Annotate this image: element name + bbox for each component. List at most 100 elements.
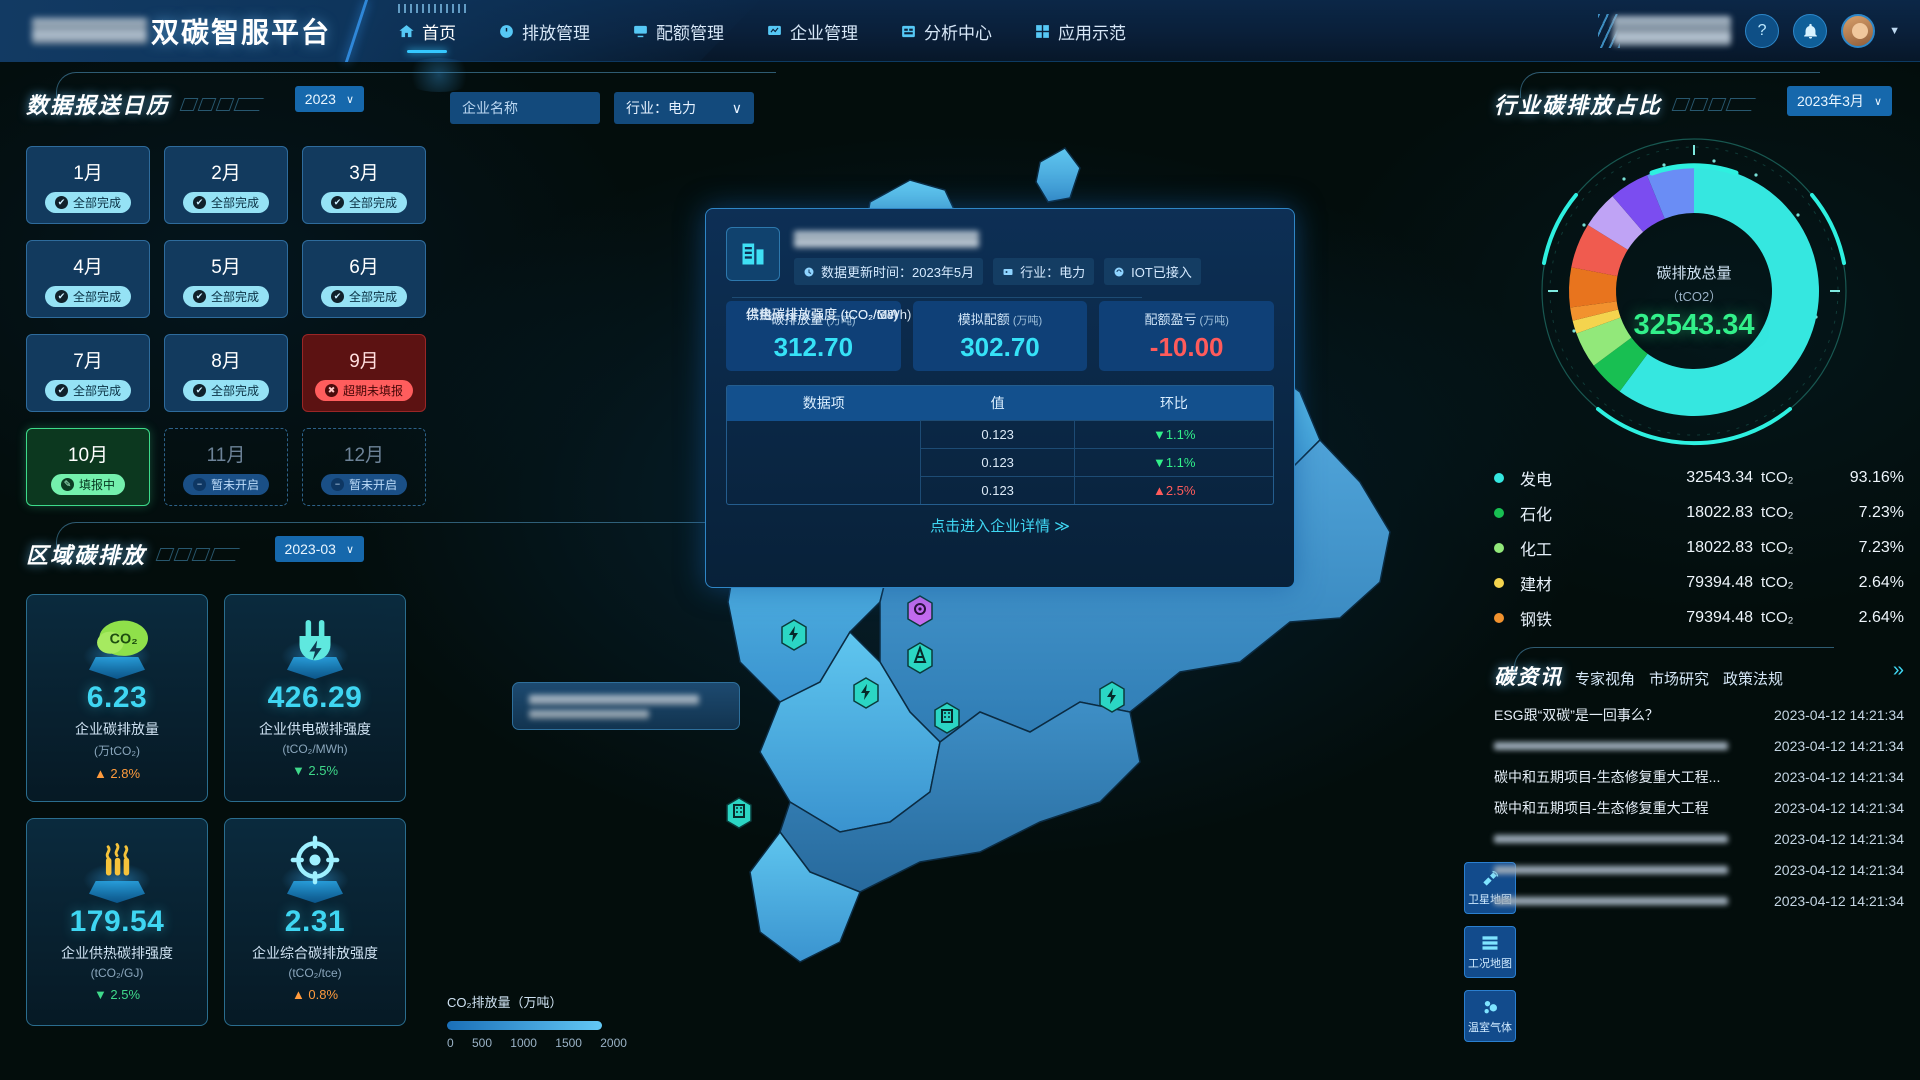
company-name-input[interactable] (450, 92, 600, 124)
news-item[interactable]: ESG跟“双碳”是一回事么？ 2023-04-12 14:21:34 (1494, 699, 1904, 730)
region-metric-unit: (tCO₂/tce) (288, 966, 342, 980)
industry-select[interactable]: 行业：电力 ∨ (614, 92, 754, 124)
region-metric-delta: ▲ 2.8% (93, 766, 141, 781)
industry-legend-row[interactable]: 发电 32543.34 tCO₂ 93.16% (1494, 460, 1904, 495)
donut-slice[interactable] (1593, 337, 1648, 392)
map-pin-bolt[interactable] (780, 619, 808, 651)
news-item[interactable]: 2023-04-12 14:21:34 (1494, 823, 1904, 854)
calendar-year-select[interactable]: 2023 ∨ (294, 86, 364, 112)
region-metric-value: 179.54 (69, 905, 165, 938)
notification-bell-icon[interactable] (1793, 14, 1828, 48)
region-metric-card[interactable]: 179.54 企业供热碳排强度 (tCO₂/GJ) ▼ 2.5% (26, 818, 208, 1026)
map-pin-bolt[interactable] (852, 677, 880, 709)
check-icon: ✔ (54, 195, 68, 209)
news-more-icon[interactable]: » (1892, 659, 1904, 681)
donut-center-label: 碳排放总量 （tCO2） 32543.34 (1494, 262, 1894, 342)
map-region-island[interactable] (1035, 147, 1081, 203)
calendar-month-card[interactable]: 12月 − 暂未开启 (302, 428, 426, 506)
status-badge: ✔ 全部完成 (320, 191, 407, 213)
nav-item-0[interactable]: 首页 (392, 0, 462, 62)
calendar-month-card[interactable]: 9月 ✖ 超期未填报 (302, 334, 426, 412)
industry-donut-chart[interactable]: 碳排放总量 （tCO2） 32543.34 (1494, 126, 1894, 456)
news-tab[interactable]: 市场研究 (1649, 671, 1710, 688)
industry-legend-row[interactable]: 化工 18022.83 tCO₂ 7.23% (1494, 530, 1904, 565)
calendar-month-card[interactable]: 7月 ✔ 全部完成 (26, 334, 150, 412)
donut-slice[interactable] (1619, 166, 1819, 416)
news-item[interactable]: 碳中和五期项目-生态修复重大工程... 2023-04-12 14:21:34 (1494, 761, 1904, 792)
map-pin-building[interactable] (725, 797, 753, 829)
map-pin-hex[interactable] (906, 595, 934, 627)
chevron-down-icon[interactable]: ▼ (1889, 25, 1900, 37)
nav-item-4[interactable]: 分析中心 (894, 0, 998, 62)
industry-period-select[interactable]: 2023年3月 ∨ (1787, 86, 1892, 116)
news-item-title (1494, 834, 1728, 843)
industry-legend-name: 建材 (1520, 576, 1553, 594)
map-tooltip-redacted[interactable] (512, 682, 740, 730)
popup-chip: 数据更新时间：2023年5月 (794, 258, 984, 285)
news-item[interactable]: 2023-04-12 14:21:34 (1494, 854, 1904, 885)
map-tool-2[interactable]: 温室气体 (1464, 990, 1516, 1042)
industry-header: 行业碳排放占比 2023年3月 ∨ (1494, 72, 1904, 120)
region-period-value: 2023-03 (284, 541, 336, 557)
industry-legend-row[interactable]: 钢铁 79394.48 tCO₂ 2.64% (1494, 600, 1904, 635)
region-metric-card[interactable]: 426.29 企业供电碳排强度 (tCO₂/MWh) ▼ 2.5% (224, 594, 406, 802)
calendar-month-card[interactable]: 3月 ✔ 全部完成 (302, 146, 426, 224)
news-item[interactable]: 碳中和五期项目-生态修复重大工程 2023-04-12 14:21:34 (1494, 792, 1904, 823)
nav-item-5[interactable]: 应用示范 (1028, 0, 1132, 62)
calendar-month-card[interactable]: 10月 ✎ 填报中 (26, 428, 150, 506)
enterprise-detail-link[interactable]: 点击进入企业详情 ≫ (930, 518, 1070, 535)
donut-slice[interactable] (1572, 309, 1621, 334)
calendar-month-card[interactable]: 11月 − 暂未开启 (164, 428, 288, 506)
region-metric-card[interactable]: 2.31 企业综合碳排放强度 (tCO₂/tce) ▲ 0.8% (224, 818, 406, 1026)
news-item-date: 2023-04-12 14:21:34 (1774, 830, 1904, 847)
nav-item-1[interactable]: 排放管理 (492, 0, 596, 62)
calendar-month-label: 3月 (349, 162, 379, 184)
map-tool-1[interactable]: 工况地图 (1464, 926, 1516, 978)
legend-color-dot (1494, 577, 1504, 588)
donut-slice[interactable] (1571, 224, 1628, 277)
popup-table-delta: ▼1.1% (1074, 448, 1273, 477)
calendar-month-card[interactable]: 8月 ✔ 全部完成 (164, 334, 288, 412)
donut-slice[interactable] (1569, 267, 1618, 308)
region-period-select[interactable]: 2023-03 ∨ (274, 536, 364, 562)
industry-legend-unit: tCO₂ (1761, 469, 1794, 486)
avatar[interactable] (1841, 14, 1876, 48)
calendar-month-card[interactable]: 5月 ✔ 全部完成 (164, 240, 288, 318)
map-pin-tower[interactable] (906, 642, 934, 674)
region-metric-card[interactable]: CO₂ 6.23 企业碳排放量 (万tCO₂) ▲ 2.8% (26, 594, 208, 802)
nav-item-2[interactable]: 配额管理 (626, 0, 730, 62)
donut-slice[interactable] (1587, 196, 1644, 250)
news-tab[interactable]: 专家视角 (1575, 671, 1636, 688)
news-item[interactable]: 2023-04-12 14:21:34 (1494, 730, 1904, 761)
bell-glyph (1803, 23, 1817, 39)
donut-slice[interactable] (1647, 166, 1694, 219)
calendar-grid: 1月 ✔ 全部完成 2月 ✔ 全部完成 3月 ✔ 全部完成 4月 ✔ 全部完成 5月 ✔ 全部完成 6月 ✔ 全部… (26, 146, 436, 506)
calendar-month-card[interactable]: 2月 ✔ 全部完成 (164, 146, 288, 224)
help-icon[interactable]: ? (1745, 14, 1780, 48)
news-tab[interactable]: 政策法规 (1723, 671, 1784, 688)
calendar-month-card[interactable]: 1月 ✔ 全部完成 (26, 146, 150, 224)
donut-slice[interactable] (1612, 175, 1665, 232)
map-pin-building[interactable] (933, 702, 961, 734)
popup-stat-label: 配额盈亏 (万吨) (1144, 309, 1228, 328)
check-icon: ✔ (330, 195, 344, 209)
industry-legend-row[interactable]: 建材 79394.48 tCO₂ 2.64% (1494, 565, 1904, 600)
donut-slice[interactable] (1570, 301, 1619, 321)
table-row: 供电碳排放强度 (tCO₂/MWh) 0.123 ▼1.1% (727, 297, 1273, 449)
news-item-date: 2023-04-12 14:21:34 (1774, 768, 1904, 785)
map-pin-bolt[interactable] (1098, 681, 1126, 713)
calendar-month-card[interactable]: 4月 ✔ 全部完成 (26, 240, 150, 318)
status-badge-label: 全部完成 (72, 289, 121, 304)
map-region-tail[interactable] (749, 830, 861, 963)
donut-slice[interactable] (1576, 317, 1632, 366)
news-panel: 碳资讯 专家视角 市场研究 政策法规 » ESG跟“双碳”是一回事么？ 2023-04… (1494, 647, 1904, 916)
calendar-month-card[interactable]: 6月 ✔ 全部完成 (302, 240, 426, 318)
donut-rings (1541, 138, 1847, 446)
enterprise-popup-card[interactable]: 数据更新时间：2023年5月 行业：电力 IOT已接入 碳排放量 (万吨) 312.7… (705, 208, 1295, 588)
industry-legend-row[interactable]: 石化 18022.83 tCO₂ 7.23% (1494, 495, 1904, 530)
popup-stat-value: 312.70 (773, 332, 854, 362)
emission-icon (500, 24, 513, 38)
news-item-title (1494, 896, 1728, 905)
news-item[interactable]: 2023-04-12 14:21:34 (1494, 885, 1904, 916)
nav-item-3[interactable]: 企业管理 (760, 0, 864, 62)
